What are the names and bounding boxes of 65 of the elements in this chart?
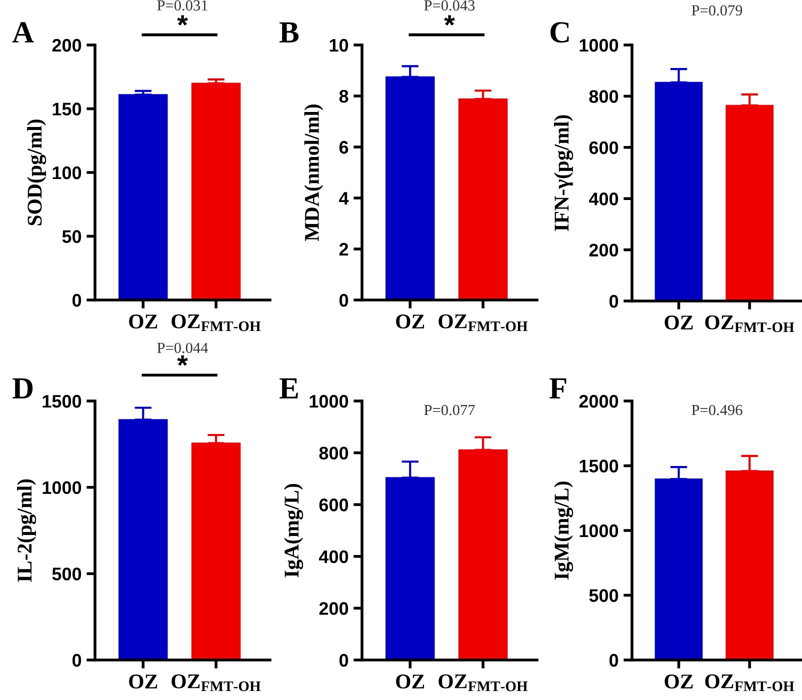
chart-title: A [12, 22, 34, 42]
y-tick-label: 200 [319, 602, 348, 615]
y-tick-label: 0 [339, 654, 348, 667]
x-tick-label: OZ [664, 316, 693, 330]
y-tick-label: 600 [319, 498, 348, 512]
text: P=0.079 [692, 5, 742, 16]
chart-title: C [550, 22, 569, 43]
y-tick-label: 500 [589, 589, 618, 602]
x-tick-label: OZ$_{FMT-OH}$ [438, 314, 528, 332]
y-axis-title: IFN-γ(pg/ml) [554, 115, 574, 231]
y-tick-label: 500 [52, 568, 82, 580]
y-tick-label: 10 [330, 38, 348, 52]
y-tick-label: 50 [62, 230, 82, 243]
y-tick-label: 0 [72, 654, 82, 667]
x-tick-label: OZ [396, 314, 424, 329]
y-tick-label: 6 [339, 140, 348, 154]
y-tick-label: 0 [609, 654, 618, 667]
y-axis-title: IL-2(pg/ml) [17, 479, 36, 582]
y-tick-label: 1000 [310, 394, 348, 408]
x-tick-label: OZ$_{FMT-OH}$ [172, 314, 261, 332]
x-tick-label: OZ$_{FMT-OH}$ [705, 315, 794, 332]
y-tick-label: 1500 [42, 394, 82, 408]
x-tick-label: OZ$_{FMT-OH}$ [172, 674, 261, 692]
x-tick-label: OZ [129, 674, 158, 689]
x-tick-label: OZ [129, 314, 158, 329]
y-tick-label: 2000 [579, 394, 618, 408]
y-tick-label: 1500 [580, 460, 618, 472]
x-tick-label: OZ$_{FMT-OH}$ [438, 674, 528, 692]
annotation: P=0.496 [692, 404, 742, 416]
y-tick-label: 0 [339, 294, 348, 307]
annotation: P=0.077 [424, 404, 475, 416]
y-tick-label: 400 [588, 192, 618, 206]
y-tick-label: 4 [339, 192, 349, 205]
text: P=0.043 [424, 0, 475, 11]
y-tick-label: 600 [589, 141, 618, 154]
y-axis-title: MDA(nmol/ml) [304, 104, 324, 241]
text: * [177, 15, 188, 26]
y-tick-label: 800 [589, 90, 618, 103]
y-axis-title: SOD(pg/ml) [27, 120, 46, 226]
text: P=0.031 [157, 0, 208, 11]
x-tick-label: OZ [664, 674, 693, 689]
chart-title: D [12, 378, 33, 398]
y-axis-title: IgA(mg/L) [284, 484, 304, 578]
y-tick-label: 200 [52, 38, 82, 52]
text: * [177, 355, 188, 366]
chart-title: E [280, 378, 298, 398]
y-tick-label: 2 [339, 242, 348, 256]
y-tick-label: 1000 [580, 38, 618, 52]
y-tick-label: 1000 [42, 481, 82, 494]
y-tick-label: 0 [609, 294, 618, 308]
text: P=0.044 [157, 342, 208, 354]
y-tick-label: 100 [52, 166, 82, 180]
x-tick-label: OZ$_{FMT-OH}$ [705, 674, 794, 692]
y-tick-label: 8 [339, 90, 348, 103]
chart-title: B [280, 22, 299, 42]
y-tick-label: 150 [52, 102, 82, 116]
y-axis-title: IgM(mg/L) [554, 482, 574, 580]
y-tick-label: 400 [318, 550, 348, 564]
x-tick-label: OZ [396, 674, 424, 689]
text: * [444, 15, 455, 26]
y-tick-label: 200 [589, 244, 618, 257]
y-tick-label: 0 [72, 294, 82, 307]
y-tick-label: 1000 [580, 524, 618, 538]
y-tick-label: 800 [319, 446, 348, 460]
chart-title: F [550, 378, 566, 398]
